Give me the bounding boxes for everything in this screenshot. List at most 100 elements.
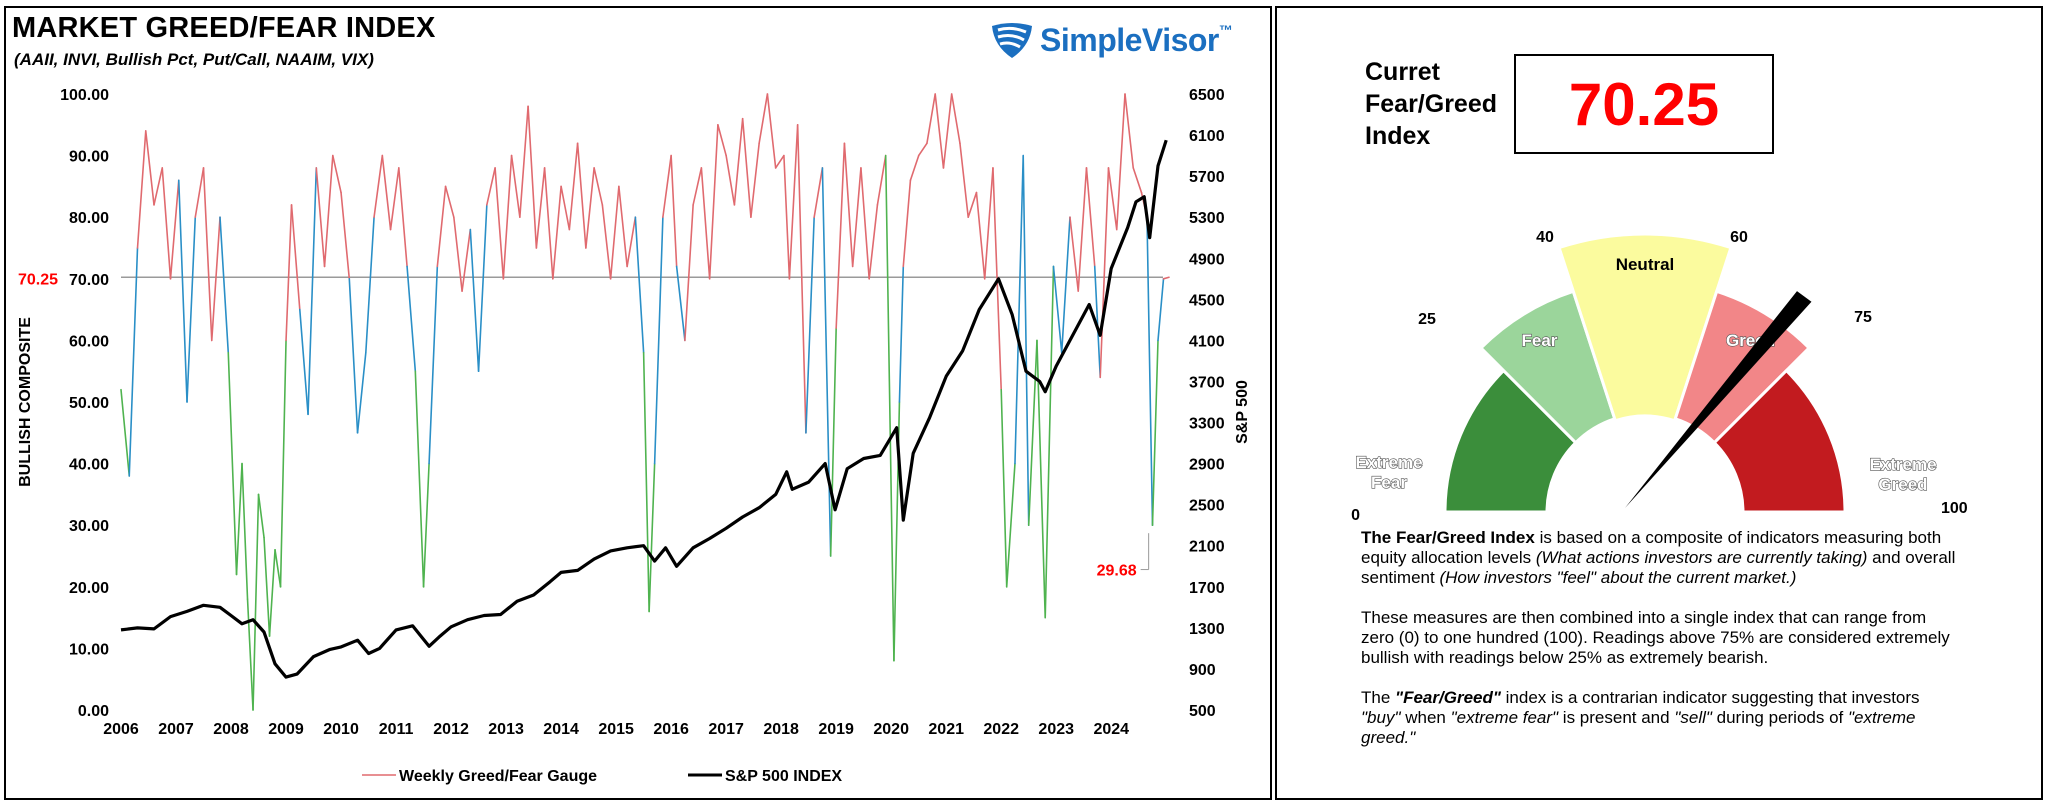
greed-fear-segment (796, 124, 807, 434)
greed-fear-segment (274, 549, 282, 588)
greed-fear-segment (783, 154, 791, 280)
greed-fear-segment (552, 185, 562, 280)
y-right-tick-label: 6100 (1189, 128, 1225, 145)
greed-fear-segment (868, 204, 879, 280)
greed-fear-segment (332, 154, 342, 194)
greed-fear-segment (983, 167, 994, 280)
logo-text: SimpleVisor (1040, 22, 1219, 58)
simplevisor-logo: SimpleVisor™ (988, 18, 1258, 62)
greed-fear-segment (821, 167, 832, 557)
greed-fear-segment (788, 124, 799, 280)
greed-fear-segment (670, 154, 678, 268)
gauge-needle (1625, 291, 1812, 508)
greed-fear-segment (805, 216, 815, 434)
greed-fear-segment (519, 105, 529, 218)
greed-fear-segment (851, 167, 862, 268)
greed-fear-segment (1151, 339, 1159, 527)
description-paragraph-1: The Fear/Greed Index is based on a compo… (1361, 528, 1956, 587)
greed-fear-segment (942, 93, 953, 169)
greed-fear-segment (406, 265, 417, 373)
greed-fear-segment (422, 462, 430, 588)
greed-fear-segment (227, 351, 238, 576)
y-right-tick-label: 4500 (1189, 292, 1225, 309)
greed-fear-segment (813, 167, 824, 218)
y-left-tick-label: 50.00 (69, 395, 109, 412)
greed-fear-segment (1000, 388, 1008, 588)
y-right-tick-label: 900 (1189, 662, 1216, 679)
greed-fear-segment (835, 142, 846, 329)
greed-fear-segment (917, 142, 928, 157)
y-right-tick-label: 2100 (1189, 539, 1225, 556)
greed-fear-segment (876, 154, 887, 206)
greed-fear-segment (444, 185, 455, 218)
greed-fear-segment (527, 105, 538, 249)
greed-fear-segment (692, 167, 703, 206)
greed-fear-segment (909, 154, 920, 182)
gauge-segment-label: Fear (1521, 331, 1557, 350)
y-right-tick-label: 500 (1189, 703, 1216, 720)
greed-fear-segment (389, 167, 400, 231)
greed-fear-segment (436, 185, 447, 268)
gauge-title: Curret Fear/Greed Index (1365, 58, 1498, 150)
x-tick-label: 2016 (653, 721, 689, 738)
greed-fear-segment (323, 154, 334, 268)
shield-icon (992, 23, 1032, 58)
greed-fear-segment (461, 228, 472, 292)
y-right-tick-label: 1300 (1189, 621, 1225, 638)
greed-fear-segment (934, 93, 945, 169)
greed-fear-segment (486, 167, 496, 206)
greed-fear-segment (428, 265, 439, 465)
x-tick-label: 2017 (708, 721, 744, 738)
x-tick-label: 2020 (873, 721, 909, 738)
x-tick-label: 2012 (433, 721, 469, 738)
y-left-tick-label: 30.00 (69, 518, 109, 535)
greed-fear-segment (750, 142, 760, 218)
greed-fear-segment (177, 179, 188, 403)
x-tick-label: 2021 (928, 721, 964, 738)
x-tick-label: 2023 (1038, 721, 1074, 738)
gauge-tick-label: 75 (1854, 309, 1872, 326)
greed-fear-segment (298, 308, 309, 416)
x-tick-label: 2018 (763, 721, 799, 738)
greed-fear-segment (414, 370, 425, 588)
gauge-tick-label: 60 (1730, 229, 1748, 246)
greed-fear-segment (194, 167, 205, 218)
description: The Fear/Greed Index is based on a compo… (1361, 528, 1961, 768)
y-right-tick-label: 4900 (1189, 251, 1225, 268)
y-left-tick-label: 80.00 (69, 210, 109, 227)
greed-fear-segment (741, 117, 752, 218)
greed-fear-segment (733, 117, 744, 206)
gauge-segment-label: Greed (1878, 475, 1927, 494)
reference-line-label: 70.25 (18, 271, 58, 288)
greed-fear-segment (684, 204, 694, 342)
y-right-tick-label: 1700 (1189, 580, 1225, 597)
greed-fear-segment (268, 549, 276, 637)
greed-fear-segment (618, 185, 628, 268)
x-tick-label: 2014 (543, 721, 579, 738)
greed-fear-segment (340, 191, 351, 280)
y-right-tick-label: 5700 (1189, 169, 1225, 186)
y-right-tick-label: 3300 (1189, 416, 1225, 433)
greed-fear-segment (634, 216, 645, 354)
y-left-tick-label: 40.00 (69, 457, 109, 474)
greed-fear-segment (510, 154, 521, 218)
greed-fear-segment (144, 130, 155, 206)
gauge-tick-label: 0 (1351, 507, 1360, 524)
greed-fear-segment (675, 265, 686, 342)
greed-fear-segment (1107, 167, 1118, 231)
greed-fear-segment (543, 167, 554, 280)
greed-fear-segment (708, 124, 719, 280)
greed-fear-chart: 0.00 10.00 20.00 30.00 40.00 50.00 60.00 70.00 8… (17, 87, 1251, 785)
greed-fear-segment (758, 93, 769, 145)
greed-fear-segment (1132, 167, 1143, 194)
greed-fear-segment (959, 142, 970, 218)
greed-fear-segment (219, 216, 230, 354)
greed-fear-segment (1044, 265, 1055, 619)
greed-fear-segment (469, 228, 480, 373)
y-left-tick-label: 60.00 (69, 333, 109, 350)
greed-fear-segment (700, 167, 711, 280)
greed-fear-segment (576, 142, 587, 249)
greed-fear-segment (662, 154, 672, 218)
gauge-segment-label: Neutral (1616, 255, 1675, 274)
greed-fear-segment (1093, 265, 1102, 379)
